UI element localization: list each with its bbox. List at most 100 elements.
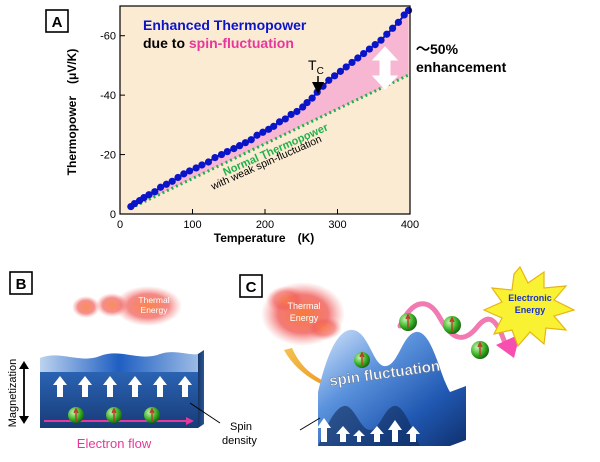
y-tick-label: -60 — [100, 31, 116, 43]
enhancement-double-arrow — [371, 46, 399, 90]
thermal-energy-b-line1: Thermal — [138, 295, 169, 305]
magnetization-label: Magnetization — [7, 359, 19, 428]
data-point — [162, 180, 170, 188]
data-point — [281, 115, 289, 123]
data-point — [223, 148, 231, 156]
spin-density-line1: Spin — [230, 421, 252, 433]
heat-cloud-c — [261, 282, 345, 346]
panel-a: A 0 100 200 300 400 0 -20 -40 -60 Temperature (… — [45, 5, 507, 245]
magnet-block — [40, 350, 204, 428]
data-point — [336, 67, 344, 75]
x-tick-label: 100 — [183, 219, 201, 231]
electrons-b — [68, 407, 160, 423]
data-point — [236, 142, 244, 150]
data-point — [325, 76, 333, 84]
data-point — [180, 170, 188, 178]
enhancement-percent: ～50% — [416, 41, 459, 57]
spin-density-line2: density — [222, 435, 257, 447]
data-point — [371, 41, 379, 49]
data-point — [275, 118, 284, 126]
data-point — [303, 98, 311, 107]
panel-b: B Thermal Energy Magnetization — [7, 271, 257, 451]
spin-density-pointer-c — [299, 417, 321, 431]
heat-blobs-b — [72, 286, 182, 326]
x-axis-label: Temperature (K) — [214, 231, 314, 245]
data-point — [365, 45, 373, 53]
electronic-energy-line2: Energy — [515, 305, 546, 315]
panel-a-label-box — [45, 9, 69, 33]
x-axis-ticks: 0 100 200 300 400 — [117, 209, 419, 231]
y-axis-ticks: 0 -20 -40 -60 — [100, 31, 125, 221]
data-point — [230, 145, 238, 153]
electron-flow-label: Electron flow — [77, 436, 152, 451]
data-point — [145, 191, 153, 199]
data-point — [293, 107, 301, 116]
data-point — [400, 11, 408, 19]
data-point — [270, 122, 278, 130]
data-point — [331, 72, 339, 80]
data-point — [192, 164, 200, 172]
electronic-energy-burst — [482, 265, 576, 348]
data-point — [287, 110, 295, 119]
thermal-energy-c-line2: Energy — [290, 313, 319, 323]
chart-title-line2: due to spin-fluctuation — [143, 35, 294, 51]
data-point — [259, 128, 267, 136]
x-tick-label: 300 — [328, 219, 346, 231]
spin-arrows-c — [317, 418, 420, 442]
data-point — [354, 54, 362, 62]
title-due-to: due to — [143, 35, 189, 51]
data-point — [217, 150, 226, 159]
data-point — [308, 94, 316, 102]
data-point — [247, 136, 255, 144]
data-point — [204, 158, 213, 166]
data-point — [404, 6, 413, 15]
panel-a-label: A — [52, 14, 63, 31]
y-tick-label: -20 — [100, 150, 116, 162]
plot-background — [120, 6, 410, 214]
x-tick-label: 400 — [401, 219, 419, 231]
data-point — [168, 177, 176, 185]
electron-path — [397, 301, 509, 349]
data-point — [394, 18, 402, 26]
y-tick-label: -40 — [100, 90, 116, 102]
x-tick-label: 200 — [256, 219, 274, 231]
panel-c-label-box — [239, 274, 263, 298]
panel-c-label: C — [246, 279, 257, 296]
data-point — [377, 36, 385, 44]
data-point — [389, 24, 397, 32]
electrons-c — [354, 313, 489, 368]
electronic-energy-line1: Electronic — [508, 293, 552, 303]
data-point — [241, 139, 250, 147]
data-point — [174, 173, 182, 182]
data-point — [313, 88, 321, 96]
title-spin-fluctuation: spin-fluctuation — [189, 35, 294, 51]
tc-label: TC — [308, 57, 324, 77]
data-point — [360, 49, 368, 58]
data-point — [186, 167, 194, 175]
thermal-energy-b-line2: Energy — [141, 305, 169, 315]
electron-path-arrowhead — [496, 334, 520, 358]
panel-c: C Thermal Energy spin fluctuation — [239, 265, 576, 446]
data-series — [127, 6, 413, 211]
data-point — [151, 188, 159, 196]
chart-title-line1: Enhanced Thermopower — [143, 17, 307, 33]
enhancement-word: enhancement — [416, 59, 507, 75]
thermal-energy-c-line1: Thermal — [287, 301, 320, 311]
spin-arrows-b — [53, 376, 192, 397]
x-tick-label: 0 — [117, 219, 123, 231]
spin-density-pointer-b — [189, 402, 221, 424]
data-point — [157, 183, 165, 191]
data-point — [299, 103, 307, 111]
data-point — [211, 153, 219, 162]
y-axis-label: Thermopower (μV/K) — [65, 49, 79, 176]
data-point — [253, 131, 261, 139]
panel-b-label-box — [9, 271, 33, 295]
panel-b-label: B — [16, 276, 27, 293]
normal-thermopower-line — [130, 72, 411, 210]
data-point — [383, 30, 391, 38]
data-point — [342, 63, 350, 71]
y-tick-label: 0 — [110, 209, 116, 221]
data-point — [198, 161, 206, 169]
data-point — [348, 58, 356, 67]
